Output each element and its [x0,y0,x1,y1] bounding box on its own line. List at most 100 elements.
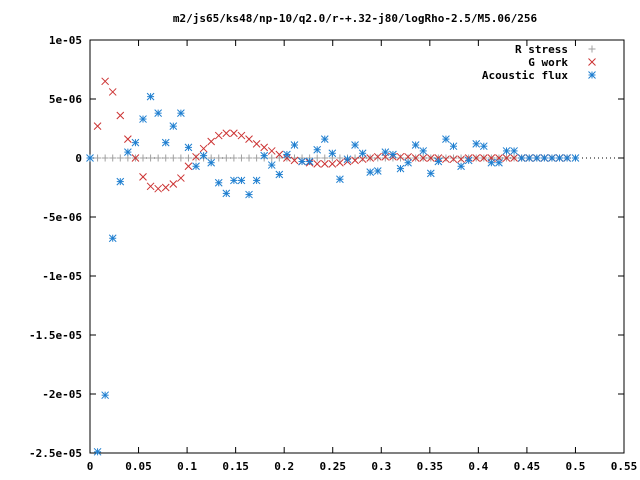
x-tick-label: 0.3 [371,460,391,473]
plot-frame [89,39,625,454]
y-tick-label: -2.5e-05 [29,447,82,460]
data-point [252,176,261,185]
data-point [93,447,102,456]
x-tick-label: 0.55 [611,460,638,473]
data-point [283,150,291,159]
data-point [321,154,329,162]
series-g-work [93,77,571,193]
data-point [275,154,283,162]
data-point [479,142,488,151]
data-point [571,154,580,162]
x-tick-label: 0.15 [222,460,249,473]
data-point [108,234,117,243]
data-point [351,156,359,165]
x-tick-label: 0.45 [514,460,541,473]
data-point [222,154,230,162]
chart-title: m2/js65/ks48/np-10/q2.0/r-+.32-j80/logRh… [173,12,538,25]
legend-label-g-work: G work [528,56,568,69]
data-point [146,92,155,101]
data-point [101,154,109,162]
legend-marker-g-work [588,58,596,66]
data-point [411,154,420,162]
data-point [275,150,284,159]
data-point [449,155,458,164]
data-point [502,147,511,155]
data-point [124,135,132,143]
data-point [450,154,458,162]
data-point [366,154,375,162]
data-point [184,154,192,162]
data-point [479,154,488,162]
data-point [154,154,162,162]
data-point [532,154,541,162]
data-point [237,176,246,185]
x-tick-label: 0.35 [417,460,444,473]
y-tick-label: 1e-05 [49,34,82,47]
data-point [215,154,223,162]
data-point [487,158,496,167]
data-point [426,154,435,162]
data-point [169,180,178,188]
data-point [434,157,443,166]
data-point [555,154,564,162]
data-point [411,141,420,149]
data-point [116,111,125,120]
data-point [253,154,261,162]
data-point [283,154,291,162]
data-point [396,154,404,162]
data-point [404,158,412,167]
data-point [109,154,117,162]
legend-marker-acoustic-flux [588,71,596,79]
x-tick-label: 0.4 [468,460,488,473]
data-point [336,175,344,184]
legend-label-acoustic-flux: Acoustic flux [482,69,568,82]
data-point [154,109,163,118]
data-point [245,135,253,143]
data-point [464,156,473,165]
data-point [419,154,428,162]
data-point [313,160,322,168]
data-point [131,154,140,162]
data-point [146,182,155,191]
data-point [457,154,465,162]
data-point [495,158,503,167]
data-point [230,129,238,138]
data-point [267,147,276,155]
data-point [320,160,329,168]
data-point [525,154,534,162]
data-point [161,138,170,147]
data-point [381,154,389,162]
data-point [517,154,526,162]
legend-label-r-stress: R stress [515,43,568,56]
x-tick-label: 0 [87,460,94,473]
data-point [457,162,465,171]
data-point [396,164,405,173]
data-point [381,148,390,156]
data-point [373,152,382,161]
data-point [101,391,109,400]
data-point [199,151,208,160]
y-axis: 1e-05 5e-06 0 -5e-06 -1e-05 -1.5e-05 -2e-05 -2.… [29,34,624,460]
data-point [510,154,518,162]
data-point [237,154,245,162]
data-point [139,173,147,181]
data-point [199,144,208,153]
data-point [540,154,549,162]
data-point [457,155,465,164]
data-point [389,150,397,159]
data-point [207,158,216,167]
data-point [177,174,185,182]
data-point [169,154,177,162]
series-acoustic-flux [86,92,580,456]
data-point [94,154,102,162]
x-tick-label: 0.25 [319,460,346,473]
y-tick-label: -2e-05 [42,388,82,401]
data-point [298,157,306,166]
data-point [207,137,216,146]
data-point [320,135,329,143]
data-point [237,131,246,140]
data-point [192,154,200,162]
data-point [139,115,147,123]
data-point [449,142,458,151]
